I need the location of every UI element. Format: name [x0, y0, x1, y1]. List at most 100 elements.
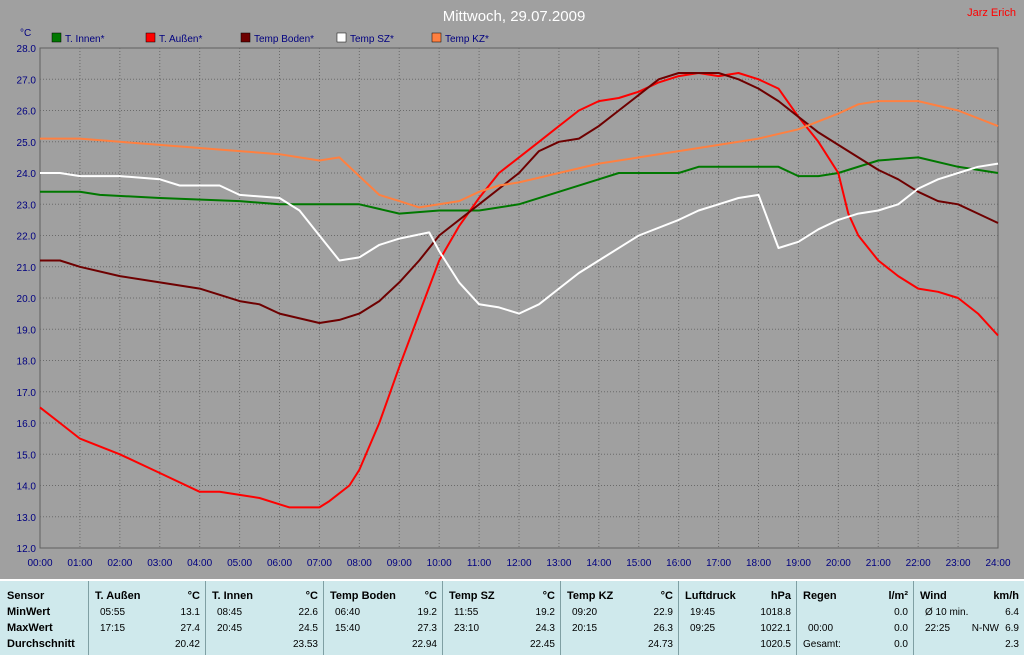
min-value: 0.0 [894, 607, 908, 618]
legend-label: Temp KZ* [445, 34, 489, 45]
x-tick-label: 20:00 [826, 558, 851, 569]
summary-table: Sensor MinWert MaxWert Durchschnitt T. A… [0, 579, 1024, 655]
avg-label: Gesamt: [803, 639, 841, 650]
x-tick-label: 22:00 [906, 558, 931, 569]
y-tick-label: 21.0 [17, 263, 37, 274]
series-line [40, 72, 999, 324]
min-time: 05:55 [100, 607, 126, 618]
max-time: 22:25 [925, 623, 951, 634]
x-tick-label: 16:00 [666, 558, 691, 569]
y-tick-label: 15.0 [17, 450, 37, 461]
x-tick-label: 18:00 [746, 558, 771, 569]
x-tick-label: 21:00 [866, 558, 891, 569]
max-value: 26.3 [653, 623, 673, 634]
x-tick-label: 15:00 [626, 558, 651, 569]
summary-column: Temp KZ °C 09:20 22.9 20:15 26.3 24.73 [560, 581, 679, 655]
min-value: 22.6 [298, 607, 318, 618]
series-line [40, 156, 999, 215]
max-value: 27.3 [417, 623, 437, 634]
column-header: Temp KZ [567, 590, 614, 602]
summary-column: Wind km/h Ø 10 min. 6.4 22:25 N-NW 6.9 2.3 [913, 581, 1024, 655]
column-header: Wind [920, 590, 947, 602]
x-tick-label: 09:00 [387, 558, 412, 569]
column-header: Regen [803, 590, 837, 602]
temperature-chart: 12.0 13.0 14.0 15.0 16.0 17.0 18.0 19.0 20.0 21.0… [17, 7, 1016, 569]
x-tick-label: 06:00 [267, 558, 292, 569]
min-value: 22.9 [653, 607, 673, 618]
max-value: 24.3 [535, 623, 555, 634]
legend-label: T. Innen* [65, 34, 105, 45]
y-tick-label: 12.0 [17, 544, 37, 555]
y-tick-label: 20.0 [17, 294, 37, 305]
y-tick-label: 26.0 [17, 107, 37, 118]
max-time: 00:00 [808, 623, 834, 634]
max-value: 0.0 [894, 623, 908, 634]
avg-value: 23.53 [292, 639, 318, 650]
legend-swatch [336, 32, 347, 43]
min-value: 19.2 [535, 607, 555, 618]
column-header: Temp SZ [449, 590, 495, 602]
y-tick-label: 28.0 [17, 44, 37, 55]
row-label-sensor: Sensor [7, 590, 45, 602]
y-tick-label: 23.0 [17, 200, 37, 211]
x-tick-label: 13:00 [546, 558, 571, 569]
legend-label: Temp Boden* [254, 34, 314, 45]
x-tick-label: 05:00 [227, 558, 252, 569]
legend-label: Temp SZ* [350, 34, 394, 45]
column-unit: l/m² [888, 590, 908, 602]
legend-swatch [145, 32, 156, 43]
x-tick-label: 19:00 [786, 558, 811, 569]
avg-value: 0.0 [894, 639, 908, 650]
min-value: 1018.8 [760, 607, 791, 618]
y-tick-label: 22.0 [17, 232, 37, 243]
column-unit: °C [542, 590, 555, 602]
min-time: 06:40 [335, 607, 361, 618]
row-label-avg: Durchschnitt [7, 638, 75, 650]
series-line [40, 162, 999, 315]
avg-value: 22.94 [411, 639, 437, 650]
x-tick-label: 10:00 [427, 558, 452, 569]
column-unit: °C [305, 590, 318, 602]
y-tick-label: 13.0 [17, 513, 37, 524]
x-tick-label: 07:00 [307, 558, 332, 569]
avg-value: 24.73 [647, 639, 673, 650]
x-tick-label: 23:00 [946, 558, 971, 569]
column-header: Luftdruck [685, 590, 736, 602]
x-tick-label: 12:00 [506, 558, 531, 569]
x-tick-label: 14:00 [586, 558, 611, 569]
max-time: 15:40 [335, 623, 361, 634]
min-value: 13.1 [180, 607, 200, 618]
summary-column: Regen l/m² 0.0 00:00 0.0 Gesamt: 0.0 [796, 581, 914, 655]
author-label: Jarz Erich [967, 7, 1016, 19]
legend-swatch [240, 32, 251, 43]
column-unit: hPa [770, 590, 791, 602]
min-time: 19:45 [690, 607, 716, 618]
min-time: 11:55 [454, 607, 479, 618]
y-tick-label: 27.0 [17, 75, 37, 86]
max-value: 1022.1 [760, 623, 791, 634]
column-unit: km/h [993, 590, 1019, 602]
x-tick-label: 04:00 [187, 558, 212, 569]
summary-column: Temp Boden °C 06:40 19.2 15:40 27.3 22.94 [323, 581, 443, 655]
max-time: 20:45 [217, 623, 243, 634]
x-tick-label: 24:00 [985, 558, 1010, 569]
column-header: Temp Boden [330, 590, 396, 602]
x-tick-label: 02:00 [107, 558, 132, 569]
column-unit: °C [424, 590, 437, 602]
max-time: 20:15 [572, 623, 598, 634]
column-header: T. Innen [212, 590, 253, 602]
summary-column: T. Innen °C 08:45 22.6 20:45 24.5 23.53 [205, 581, 324, 655]
y-axis-label: °C [20, 28, 31, 39]
x-tick-label: 01:00 [67, 558, 92, 569]
max-extra: N-NW [971, 623, 999, 634]
x-tick-label: 03:00 [147, 558, 172, 569]
x-tick-label: 11:00 [467, 558, 492, 569]
min-time: 08:45 [217, 607, 243, 618]
max-value: 27.4 [180, 623, 200, 634]
max-time: 23:10 [454, 623, 480, 634]
max-time: 17:15 [100, 623, 126, 634]
y-tick-label: 16.0 [17, 419, 37, 430]
legend-swatch [51, 32, 62, 43]
x-tick-label: 00:00 [27, 558, 52, 569]
legend-label: T. Außen* [159, 34, 202, 45]
